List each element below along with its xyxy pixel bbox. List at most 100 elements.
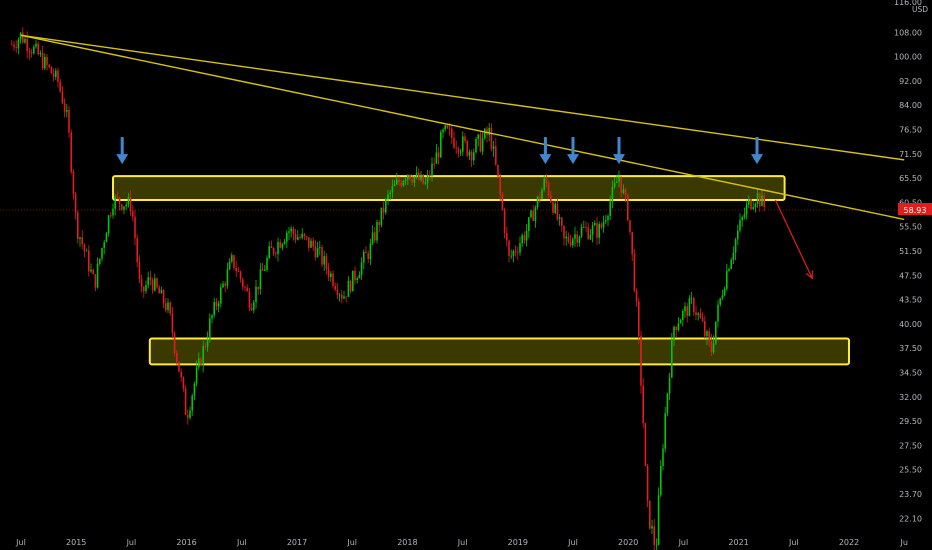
candle-body <box>160 290 163 294</box>
candle-body <box>695 312 697 315</box>
candle-body <box>158 287 160 294</box>
candle-body <box>178 361 180 372</box>
projection-arrow-head <box>805 270 813 280</box>
candle-body <box>52 73 55 77</box>
candle-body <box>127 196 130 205</box>
candle-body <box>563 225 565 239</box>
candle-body <box>420 174 422 180</box>
candle-body <box>382 207 385 213</box>
candle-body <box>61 91 64 104</box>
candle-body <box>77 212 79 239</box>
candle-body <box>629 220 631 233</box>
candle-body <box>195 367 198 384</box>
candle-body <box>541 189 543 200</box>
candle-body <box>202 346 204 366</box>
candle-body <box>279 242 281 248</box>
candle-body <box>270 246 273 248</box>
candle-body <box>277 242 279 255</box>
candle-body <box>297 237 299 240</box>
candle-body <box>756 193 759 204</box>
candle-body <box>631 232 633 255</box>
y-tick-label: 60.50 <box>899 198 922 207</box>
candle-body <box>354 270 356 281</box>
candle-body <box>301 233 303 238</box>
y-tick-label: 71.50 <box>899 150 922 159</box>
arrow-shaft <box>543 137 547 156</box>
candle-body <box>519 243 521 253</box>
candle-body <box>536 196 539 208</box>
candle-body <box>565 236 567 239</box>
candle-body <box>143 286 145 292</box>
candle-body <box>312 240 314 247</box>
candle-body <box>63 103 66 112</box>
candle-body <box>732 252 735 260</box>
candle-body <box>552 202 554 213</box>
candle-body <box>215 301 218 307</box>
down-arrow-icon <box>116 137 129 165</box>
candle-body <box>281 243 284 248</box>
candle-body <box>107 215 110 234</box>
candle-body <box>182 377 185 389</box>
price-axis[interactable]: USD 108.00 100.00 92.00 84.00 76.50 71.50 65.5… <box>894 0 928 523</box>
candle-body <box>589 234 592 240</box>
candle-body <box>433 163 435 165</box>
candle-body <box>653 526 655 546</box>
candle-body <box>338 294 341 296</box>
candle-body <box>114 196 116 209</box>
projection-line <box>774 199 813 279</box>
candle-body <box>110 215 112 217</box>
candle-body <box>13 44 15 48</box>
x-tick-label: 2021 <box>728 538 748 547</box>
candle-body <box>46 56 48 65</box>
candle-body <box>611 186 614 202</box>
candle-body <box>635 290 638 302</box>
y-tick-label: 55.50 <box>899 223 922 232</box>
candle-body <box>627 195 629 221</box>
candle-body <box>385 198 387 213</box>
candle-body <box>17 39 20 49</box>
candle-body <box>528 217 530 232</box>
y-tick-label: 37.50 <box>899 344 922 353</box>
candle-body <box>151 280 154 291</box>
candle-body <box>332 273 334 286</box>
candle-body <box>719 298 721 305</box>
candle-body <box>415 172 418 177</box>
candle-body <box>239 271 242 280</box>
y-tick-label: 40.00 <box>899 320 922 329</box>
candle-body <box>286 232 288 242</box>
candle-body <box>92 269 94 275</box>
candle-body <box>495 146 497 165</box>
x-tick-label: Jul <box>236 538 247 547</box>
candle-body <box>59 81 61 92</box>
candle-body <box>440 132 442 158</box>
y-tick-label: 22.10 <box>899 514 922 523</box>
down-arrow-icon <box>567 137 579 165</box>
candle-body <box>567 236 570 242</box>
candle-body <box>701 318 704 322</box>
candle-body <box>561 217 563 226</box>
time-axis[interactable]: Jul 2015 Jul 2016 Jul 2017 Jul 2018 Jul 2019 Jul 20… <box>15 538 908 547</box>
candle-body <box>266 258 268 270</box>
candle-body <box>484 128 486 139</box>
candle-body <box>488 127 490 136</box>
candle-body <box>521 235 523 244</box>
candle-body <box>686 306 688 317</box>
candle-body <box>347 280 350 297</box>
candle-body <box>690 298 693 299</box>
candle-body <box>479 134 482 152</box>
candle-body <box>24 38 26 43</box>
price-zone <box>112 175 786 201</box>
candle-body <box>404 179 407 182</box>
candle-body <box>512 250 515 256</box>
candle-body <box>387 194 389 199</box>
candle-body <box>451 128 453 138</box>
candle-body <box>741 217 743 221</box>
candle-body <box>649 500 651 529</box>
candle-body <box>585 226 587 228</box>
candle-body <box>171 313 174 333</box>
candle-body <box>88 250 90 272</box>
candle-body <box>657 495 660 545</box>
candle-body <box>79 237 81 239</box>
candle-body <box>30 52 33 54</box>
